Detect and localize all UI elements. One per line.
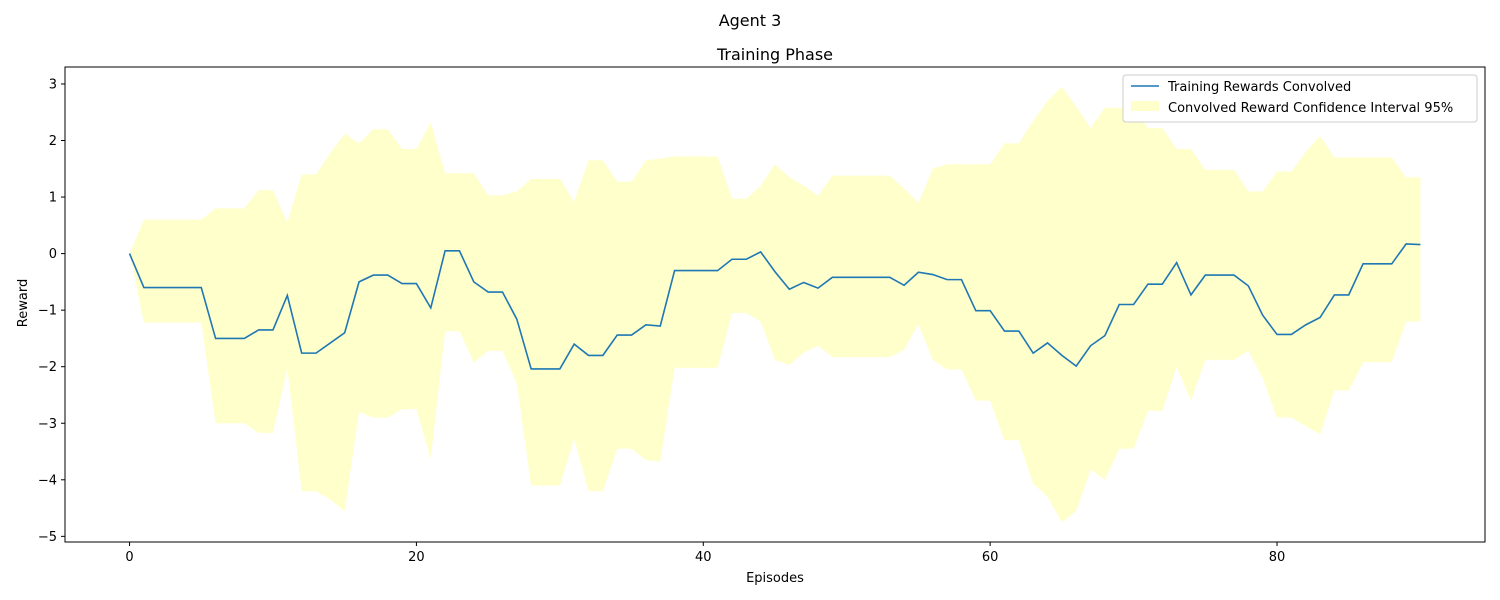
figure-suptitle: Agent 3: [719, 11, 782, 30]
y-tick-label: 3: [49, 77, 57, 92]
y-tick-label: 1: [49, 191, 57, 206]
reward-line: [128, 243, 1421, 370]
x-axis-label: Episodes: [746, 571, 804, 586]
legend: Training Rewards Convolved Convolved Rew…: [1122, 74, 1478, 123]
y-tick-label: −4: [38, 473, 57, 488]
y-tick-label: −2: [38, 360, 57, 375]
legend-label-band: Convolved Reward Confidence Interval 95%: [1168, 101, 1453, 116]
plot-area: [128, 86, 1421, 523]
y-axis: 3 2 1 0 −1 −2 −3 −4 −5: [38, 77, 65, 545]
x-tick-label: 20: [408, 550, 425, 565]
y-tick-label: −3: [38, 417, 57, 432]
y-tick-label: −5: [38, 530, 57, 545]
chart-title: Training Phase: [716, 45, 833, 64]
axes-frame: [64, 66, 1486, 543]
legend-band-swatch: [1131, 101, 1159, 111]
x-tick-label: 60: [982, 550, 999, 565]
y-tick-label: 0: [49, 247, 57, 262]
x-tick-label: 40: [695, 550, 712, 565]
legend-box: [1122, 74, 1478, 123]
confidence-band: [129, 86, 1421, 523]
x-tick-label: 0: [125, 550, 133, 565]
x-tick-label: 80: [1269, 550, 1286, 565]
legend-label-line: Training Rewards Convolved: [1167, 80, 1351, 95]
x-axis: 0 20 40 60 80: [125, 542, 1285, 565]
y-tick-label: 2: [49, 134, 57, 149]
y-axis-label: Reward: [16, 279, 31, 327]
y-tick-label: −1: [38, 304, 57, 319]
